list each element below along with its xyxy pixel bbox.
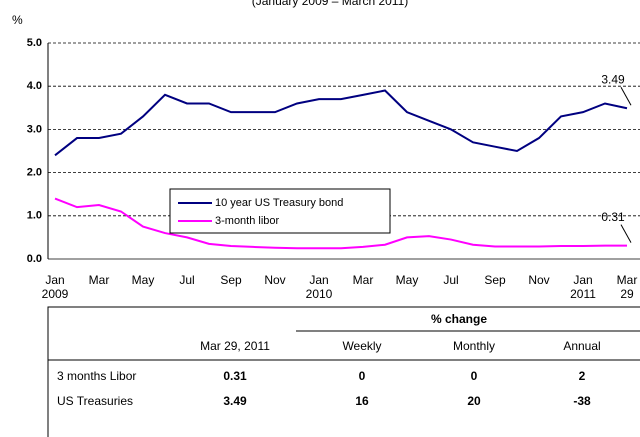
y-tick-label: 4.0 bbox=[27, 80, 42, 92]
table-border bbox=[47, 306, 640, 437]
table-cell: 0 bbox=[359, 369, 366, 383]
legend-label: 10 year US Treasury bond bbox=[215, 197, 343, 209]
x-tick-label: Jan bbox=[573, 273, 592, 287]
x-tick-label: Jul bbox=[179, 273, 194, 287]
series-line bbox=[54, 89, 628, 157]
table-cell: 0.31 bbox=[223, 369, 247, 383]
x-tick-label: Mar bbox=[617, 273, 638, 287]
x-tick-label: Mar bbox=[89, 273, 110, 287]
y-tick-label: 5.0 bbox=[27, 37, 42, 49]
x-tick-sublabel: 2009 bbox=[42, 287, 69, 301]
x-tick-label: Jul bbox=[443, 273, 458, 287]
table-cell: -38 bbox=[573, 394, 591, 408]
annotation: 3.49 bbox=[601, 72, 625, 86]
x-tick-sublabel: 2011 bbox=[570, 287, 596, 301]
x-tick-sublabel: 2010 bbox=[306, 287, 333, 301]
y-tick-label: 3.0 bbox=[27, 123, 42, 135]
chart-title: (January 2009 – March 2011) bbox=[252, 0, 409, 8]
annotation-arrow bbox=[620, 224, 632, 243]
x-tick-label: Nov bbox=[528, 273, 549, 287]
table-column-header: Monthly bbox=[453, 339, 495, 353]
table-column-header: Weekly bbox=[342, 339, 381, 353]
x-tick-label: Mar bbox=[353, 273, 374, 287]
table-cell: 20 bbox=[467, 394, 481, 408]
series-line bbox=[54, 197, 627, 250]
x-tick-label: Nov bbox=[264, 273, 285, 287]
table-cell: 16 bbox=[355, 394, 369, 408]
x-tick-label: May bbox=[132, 273, 155, 287]
y-tick-label: 0.0 bbox=[27, 253, 42, 265]
annotation-arrow bbox=[620, 86, 632, 106]
legend: 10 year US Treasury bond 3-month libor bbox=[169, 188, 391, 234]
table-cell: 3.49 bbox=[223, 394, 247, 408]
annotation: 0.31 bbox=[601, 210, 625, 224]
table-cell: 2 bbox=[579, 369, 586, 383]
y-tick-label: 2.0 bbox=[27, 167, 42, 179]
table-group-header: % change bbox=[431, 312, 487, 326]
x-tick-label: Sep bbox=[220, 273, 242, 287]
table-column-header: Mar 29, 2011 bbox=[200, 339, 270, 353]
x-tick-label: Jan bbox=[45, 273, 64, 287]
table-cell: US Treasuries bbox=[57, 394, 133, 408]
x-tick-label: Jan bbox=[309, 273, 328, 287]
y-axis-label: % bbox=[12, 13, 23, 27]
y-tick-label: 1.0 bbox=[27, 210, 42, 222]
x-tick-label: Sep bbox=[484, 273, 506, 287]
x-tick-sublabel: 29 bbox=[620, 287, 634, 301]
table-cell: 0 bbox=[471, 369, 478, 383]
x-tick-label: May bbox=[396, 273, 419, 287]
legend-label: 3-month libor bbox=[215, 215, 280, 227]
legend-box bbox=[169, 188, 391, 234]
table-column-header: Annual bbox=[563, 339, 600, 353]
table-cell: 3 months Libor bbox=[57, 369, 136, 383]
